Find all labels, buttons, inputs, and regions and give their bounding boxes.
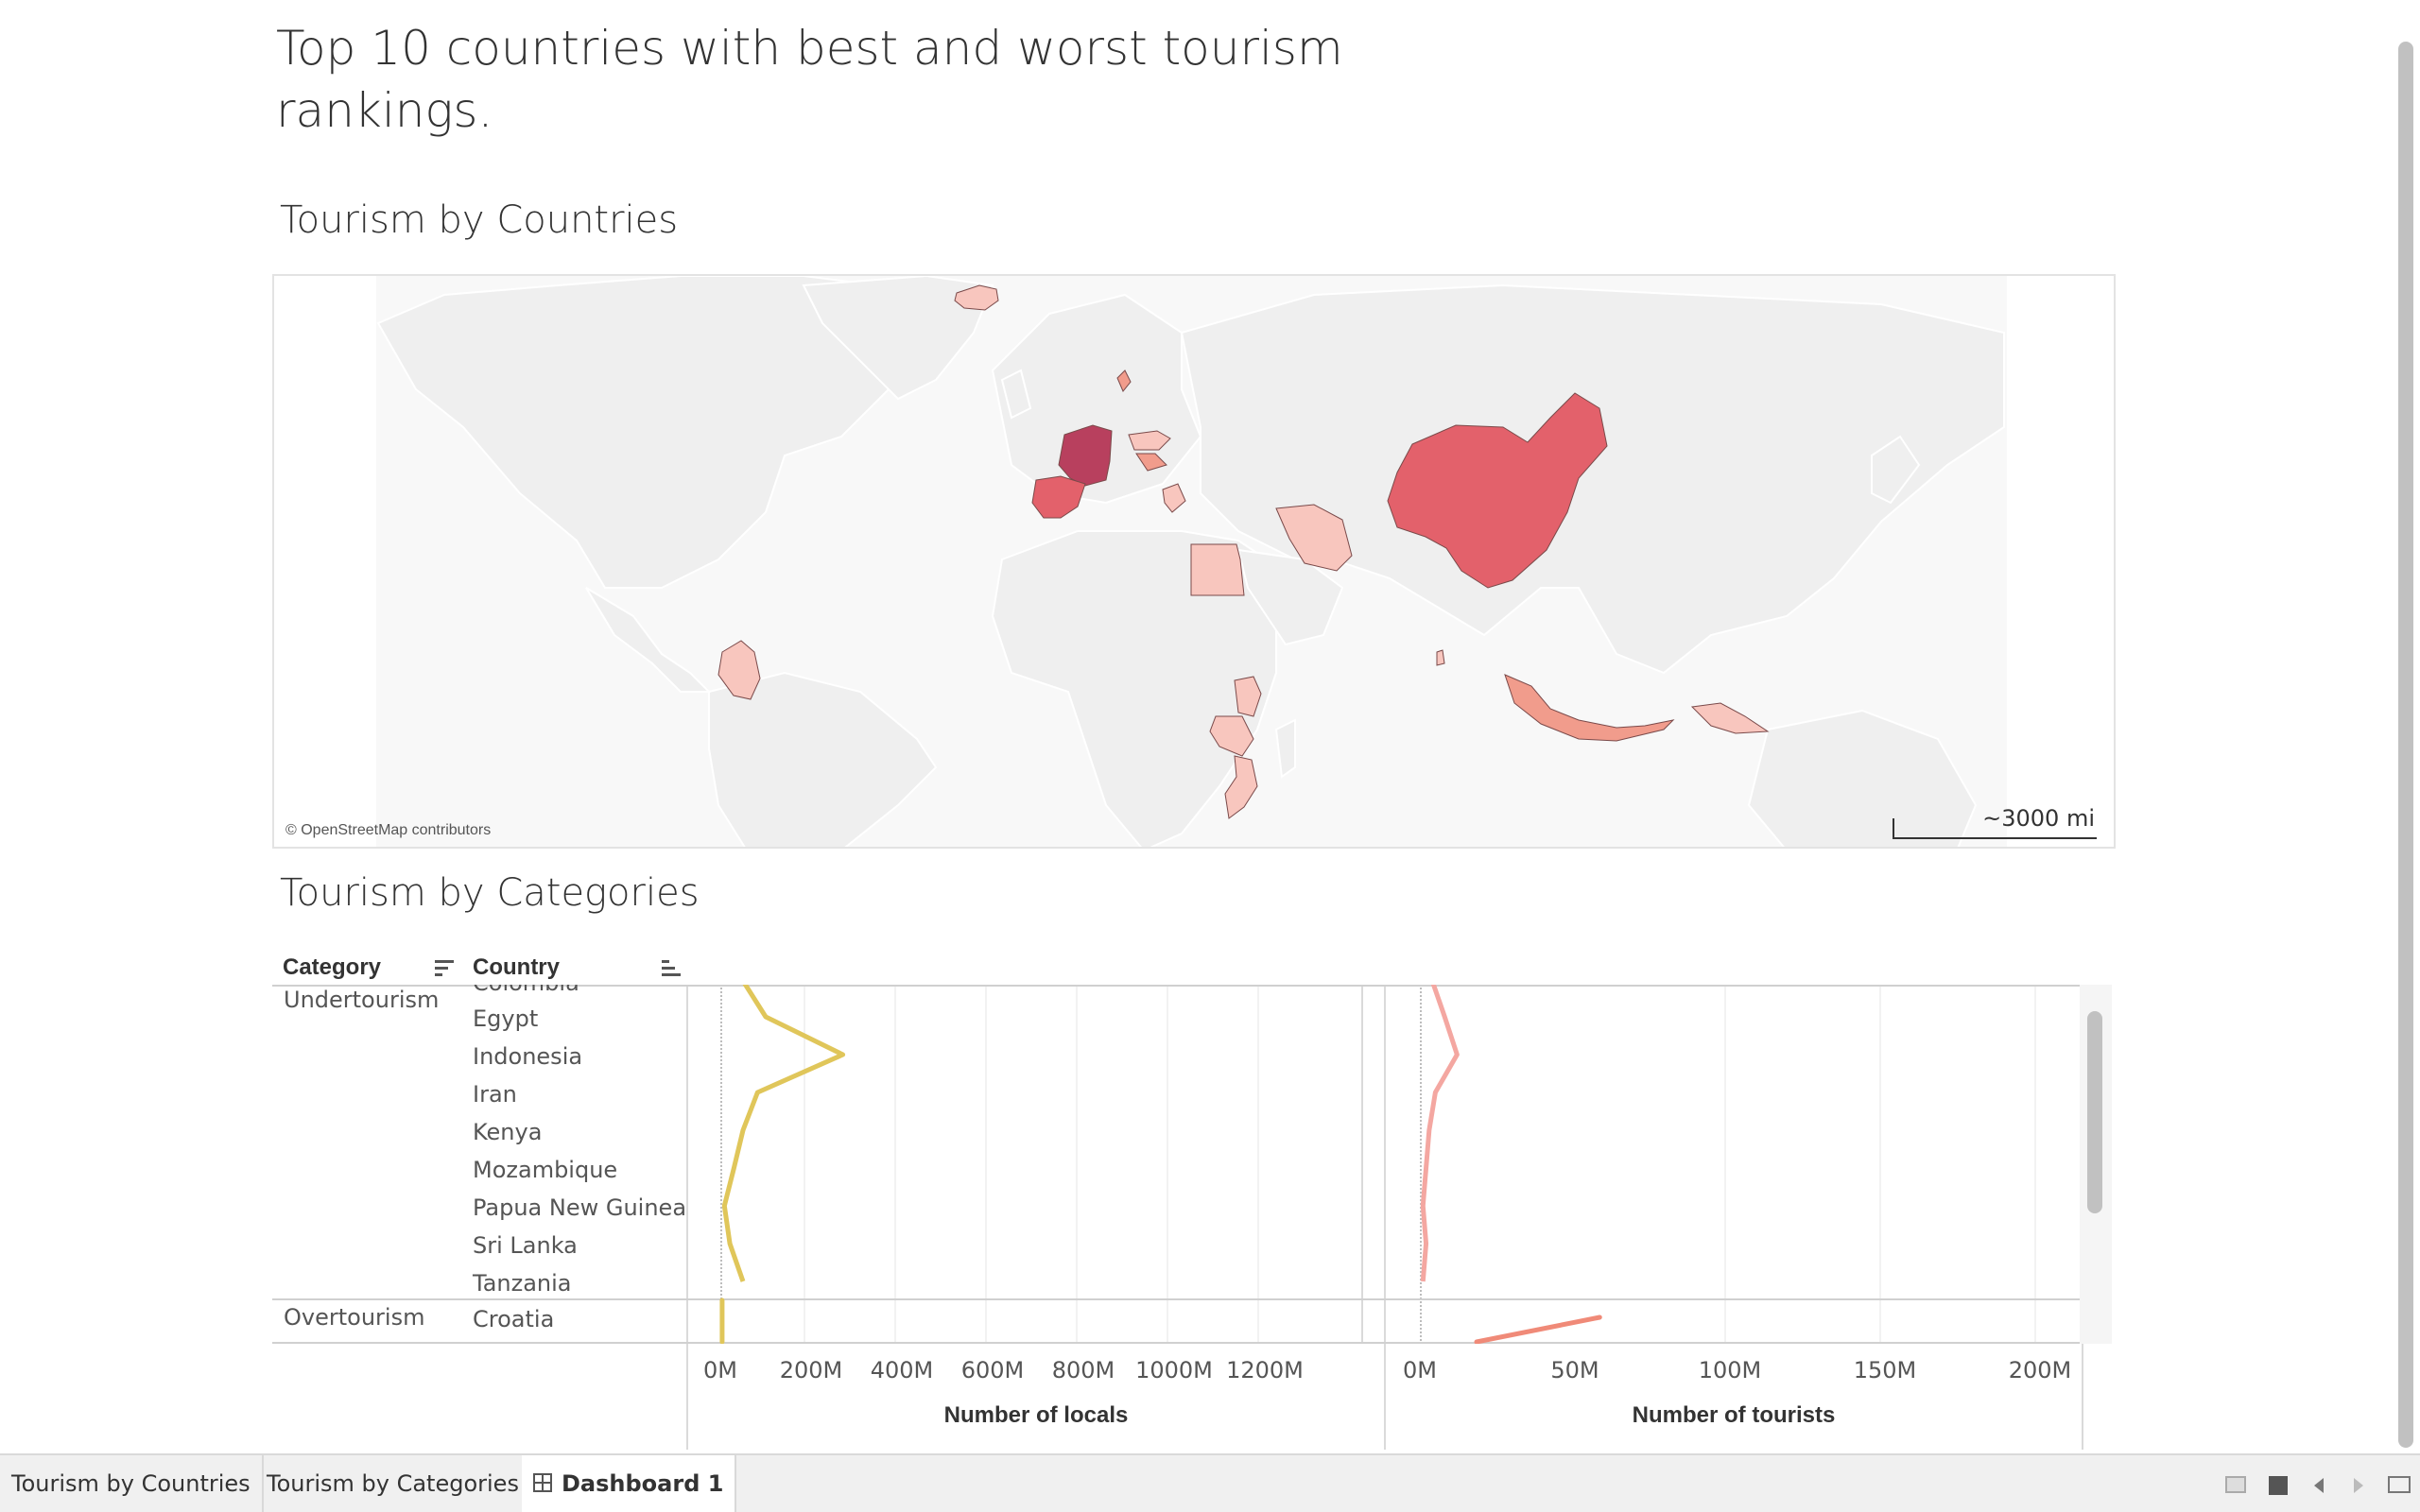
locals-tick: 400M — [870, 1357, 934, 1383]
categories-table: Undertourism Colombia Egypt Indonesia Ir… — [272, 985, 2116, 1344]
locals-axis-title: Number of locals — [943, 1402, 1129, 1428]
tourists-tick: 50M — [1550, 1357, 1599, 1383]
country-sri-lanka — [1436, 649, 1445, 666]
country-kenya — [1234, 676, 1262, 717]
tourists-zero-line — [1420, 985, 1422, 1344]
country-croatia — [1135, 453, 1167, 472]
table-bottom-border — [272, 1342, 2083, 1344]
country-row: Egypt — [473, 1005, 539, 1032]
categories-section-title: Tourism by Categories — [280, 871, 700, 915]
locals-tick: 800M — [1051, 1357, 1115, 1383]
panel-divider — [1361, 985, 1363, 1344]
x-axes: 0M 200M 400M 600M 800M 1000M 1200M Numbe… — [686, 1344, 2083, 1450]
country-denmark — [1116, 369, 1132, 392]
country-indonesia — [1504, 674, 1675, 742]
gridline — [1076, 985, 1078, 1344]
table-top-border — [272, 985, 2083, 987]
axis-divider — [686, 1344, 688, 1450]
header-category[interactable]: Category — [283, 954, 382, 980]
locals-tick: 600M — [960, 1357, 1025, 1383]
locals-zero-line — [720, 985, 722, 1344]
sheet-tab-bar: Tourism by Countries Tourism by Categori… — [0, 1453, 2420, 1512]
country-austria — [1128, 430, 1171, 451]
tourists-tick: 0M — [1403, 1357, 1437, 1383]
locals-tick: 200M — [779, 1357, 843, 1383]
sort-category-icon[interactable] — [435, 958, 456, 979]
country-row: Croatia — [473, 1306, 555, 1332]
country-tanzania — [1209, 715, 1254, 757]
country-row: Iran — [473, 1081, 517, 1108]
tab-dashboard-1-label: Dashboard 1 — [562, 1470, 724, 1497]
dashboard-icon — [533, 1473, 552, 1492]
country-china — [1387, 392, 1608, 589]
gridline — [2034, 985, 2036, 1344]
tourists-tick: 100M — [1698, 1357, 1762, 1383]
map-scale-bar — [1893, 818, 2097, 839]
country-greece — [1162, 483, 1186, 513]
country-france — [1058, 424, 1113, 487]
country-iran — [1275, 504, 1353, 572]
category-undertourism: Undertourism — [284, 987, 440, 1013]
presentation-mode-icon[interactable] — [2388, 1476, 2411, 1493]
map-credit[interactable]: © OpenStreetMap contributors — [285, 822, 492, 838]
gridline — [1879, 985, 1881, 1344]
locals-tick: 1200M — [1226, 1357, 1304, 1383]
tourists-line-undertourism[interactable] — [1420, 985, 1460, 1282]
country-row: Papua New Guinea — [473, 1194, 687, 1221]
tourists-axis-title: Number of tourists — [1632, 1402, 1836, 1428]
tab-tourism-by-categories[interactable]: Tourism by Categories — [255, 1455, 532, 1512]
country-mozambique — [1224, 755, 1258, 819]
tourists-line-overtourism[interactable] — [1474, 1314, 1602, 1344]
gridline — [804, 985, 805, 1344]
map-land — [376, 276, 2005, 847]
country-row: Indonesia — [473, 1043, 583, 1070]
country-row: Colombia — [473, 985, 579, 996]
tab-dashboard-1[interactable]: Dashboard 1 — [522, 1455, 737, 1512]
map-scale-label: ~3000 mi — [1982, 805, 2095, 832]
country-colombia — [717, 640, 761, 700]
group-separator — [272, 1298, 2083, 1300]
sort-country-icon[interactable] — [662, 958, 683, 979]
gridline — [1724, 985, 1726, 1344]
gridline — [1167, 985, 1168, 1344]
show-filmstrip-icon[interactable] — [2225, 1476, 2246, 1493]
locals-tick: 1000M — [1135, 1357, 1213, 1383]
prev-sheet-icon[interactable] — [2314, 1478, 2324, 1493]
dashboard-title: Top 10 countries with best and worst tou… — [276, 21, 1343, 138]
category-overtourism: Overtourism — [284, 1304, 425, 1331]
country-egypt — [1190, 543, 1245, 596]
country-row: Sri Lanka — [473, 1232, 578, 1259]
next-sheet-icon[interactable] — [2354, 1478, 2363, 1493]
header-country[interactable]: Country — [473, 954, 560, 980]
country-row: Tanzania — [473, 1270, 572, 1297]
gridline — [894, 985, 896, 1344]
map-canvas[interactable] — [274, 276, 2116, 849]
country-spain — [1031, 475, 1086, 519]
country-row: Kenya — [473, 1119, 543, 1145]
locals-line-undertourism[interactable] — [721, 985, 846, 1282]
country-row: Mozambique — [473, 1157, 618, 1183]
table-scrollbar[interactable] — [2080, 985, 2112, 1344]
map-highlights[interactable] — [717, 284, 1770, 819]
gridline — [985, 985, 987, 1344]
gridline — [1257, 985, 1259, 1344]
world-map[interactable]: © OpenStreetMap contributors ~3000 mi — [272, 274, 2116, 849]
show-tabs-icon[interactable] — [2269, 1476, 2288, 1495]
axis-divider — [1384, 1344, 1386, 1450]
lines-chart[interactable] — [272, 985, 2116, 1344]
tourists-tick: 150M — [1853, 1357, 1917, 1383]
locals-tick: 0M — [703, 1357, 737, 1383]
country-iceland — [954, 284, 999, 311]
table-scroll-thumb[interactable] — [2087, 1011, 2102, 1213]
row-header-divider — [686, 985, 688, 1344]
window-scroll-thumb[interactable] — [2398, 42, 2413, 1448]
map-section-title: Tourism by Countries — [280, 198, 679, 242]
tab-tourism-by-countries[interactable]: Tourism by Countries — [0, 1455, 264, 1512]
tourists-tick: 200M — [2008, 1357, 2072, 1383]
axis-divider — [2082, 1344, 2083, 1450]
panel-divider — [1384, 985, 1386, 1344]
country-papua-new-guinea — [1690, 702, 1770, 734]
